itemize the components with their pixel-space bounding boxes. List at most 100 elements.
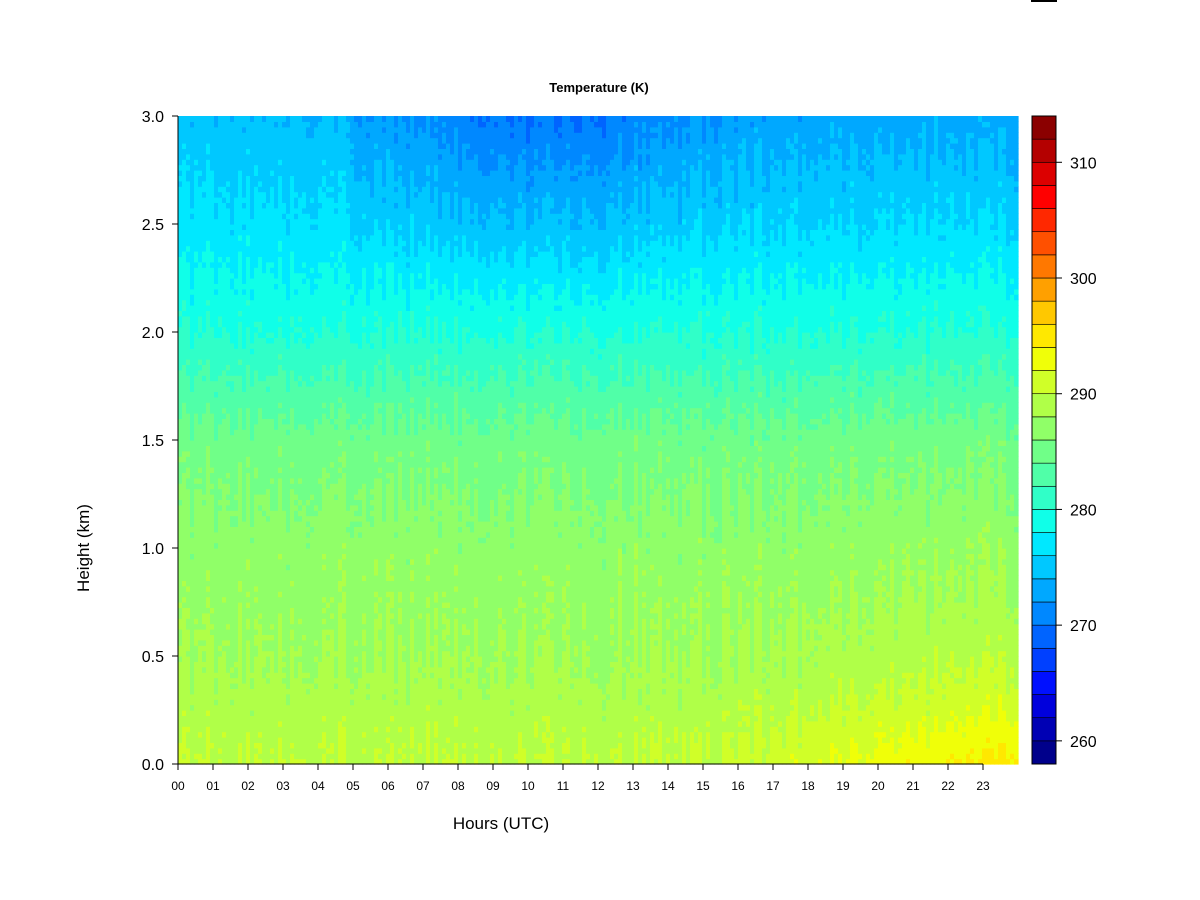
heatmap-cell — [286, 667, 291, 673]
heatmap-cell — [338, 310, 343, 316]
heatmap-cell — [222, 489, 227, 495]
heatmap-cell — [190, 116, 195, 122]
heatmap-cell — [274, 202, 279, 208]
heatmap-cell — [182, 678, 187, 684]
heatmap-cell — [254, 229, 259, 235]
heatmap-cell — [310, 337, 315, 343]
heatmap-cell — [274, 310, 279, 316]
heatmap-cell — [282, 483, 287, 489]
heatmap-cell — [282, 208, 287, 214]
heatmap-cell — [246, 343, 251, 349]
heatmap-cell — [234, 224, 239, 230]
heatmap-cell — [250, 710, 255, 716]
heatmap-cell — [186, 278, 191, 284]
heatmap-cell — [306, 408, 311, 414]
heatmap-cell — [246, 224, 251, 230]
heatmap-cell — [274, 332, 279, 338]
heatmap-cell — [314, 494, 319, 500]
heatmap-cell — [330, 489, 335, 495]
heatmap-cell — [234, 715, 239, 721]
heatmap-cell — [242, 138, 247, 144]
heatmap-cell — [178, 391, 183, 397]
heatmap-cell — [218, 283, 223, 289]
heatmap-cell — [298, 634, 303, 640]
heatmap-cell — [270, 553, 275, 559]
heatmap-cell — [318, 294, 323, 300]
heatmap-cell — [294, 278, 299, 284]
heatmap-cell — [246, 364, 251, 370]
heatmap-cell — [342, 564, 347, 570]
heatmap-cell — [230, 186, 235, 192]
heatmap-cell — [178, 354, 183, 360]
heatmap-cell — [214, 327, 219, 333]
heatmap-cell — [314, 715, 319, 721]
heatmap-cell — [282, 570, 287, 576]
heatmap-cell — [310, 386, 315, 392]
heatmap-cell — [198, 645, 203, 651]
heatmap-cell — [206, 278, 211, 284]
heatmap-cell — [198, 343, 203, 349]
heatmap-cell — [234, 651, 239, 657]
heatmap-cell — [210, 289, 215, 295]
heatmap-cell — [334, 370, 339, 376]
heatmap-cell — [270, 559, 275, 565]
heatmap-cell — [298, 688, 303, 694]
heatmap-cell — [294, 521, 299, 527]
heatmap-cell — [194, 327, 199, 333]
heatmap-cell — [226, 742, 231, 748]
heatmap-cell — [194, 240, 199, 246]
heatmap-cell — [250, 667, 255, 673]
heatmap-cell — [294, 526, 299, 532]
heatmap-cell — [302, 721, 307, 727]
heatmap-cell — [318, 489, 323, 495]
heatmap-cell — [250, 256, 255, 262]
heatmap-cell — [326, 192, 331, 198]
heatmap-cell — [210, 613, 215, 619]
heatmap-cell — [230, 667, 235, 673]
heatmap-cell — [314, 181, 319, 187]
heatmap-cell — [178, 489, 183, 495]
heatmap-cell — [274, 300, 279, 306]
heatmap-cell — [246, 202, 251, 208]
heatmap-cell — [246, 521, 251, 527]
heatmap-cell — [310, 121, 315, 127]
heatmap-cell — [254, 359, 259, 365]
heatmap-cell — [282, 165, 287, 171]
heatmap-cell — [210, 278, 215, 284]
heatmap-cell — [258, 688, 263, 694]
heatmap-cell — [182, 267, 187, 273]
heatmap-cell — [298, 321, 303, 327]
heatmap-cell — [326, 121, 331, 127]
heatmap-cell — [238, 202, 243, 208]
heatmap-cell — [322, 618, 327, 624]
heatmap-cell — [214, 586, 219, 592]
heatmap-cell — [230, 165, 235, 171]
heatmap-cell — [222, 148, 227, 154]
heatmap-cell — [194, 510, 199, 516]
heatmap-cell — [210, 391, 215, 397]
heatmap-cell — [214, 348, 219, 354]
heatmap-cell — [214, 618, 219, 624]
heatmap-cell — [190, 148, 195, 154]
heatmap-cell — [278, 597, 283, 603]
heatmap-cell — [246, 154, 251, 160]
heatmap-cell — [230, 732, 235, 738]
heatmap-cell — [302, 478, 307, 484]
heatmap-cell — [218, 219, 223, 225]
heatmap-cell — [206, 213, 211, 219]
heatmap-cell — [322, 580, 327, 586]
heatmap-cell — [262, 537, 267, 543]
heatmap-cell — [226, 354, 231, 360]
heatmap-cell — [322, 597, 327, 603]
heatmap-cell — [182, 359, 187, 365]
heatmap-cell — [314, 127, 319, 133]
heatmap-cell — [210, 294, 215, 300]
heatmap-cell — [282, 742, 287, 748]
heatmap-cell — [222, 267, 227, 273]
heatmap-cell — [310, 489, 315, 495]
heatmap-cell — [182, 186, 187, 192]
heatmap-cell — [274, 656, 279, 662]
heatmap-cell — [242, 402, 247, 408]
heatmap-cell — [266, 456, 271, 462]
heatmap-cell — [314, 748, 319, 754]
